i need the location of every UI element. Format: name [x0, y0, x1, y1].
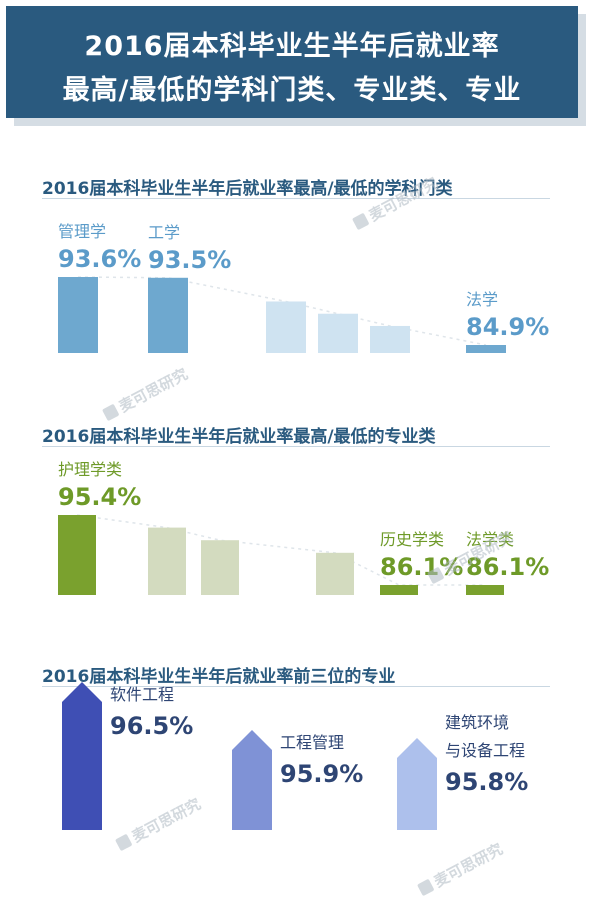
bar [370, 325, 410, 353]
watermark-logo-icon [416, 878, 435, 897]
bar [58, 515, 96, 595]
chart-3-title: 2016届本科毕业生半年后就业率前三位的专业 [42, 667, 396, 687]
category-label: 护理学类 [58, 460, 122, 479]
category-label: 法学类 [466, 530, 514, 549]
chart-2-title: 2016届本科毕业生半年后就业率最高/最低的专业类 [42, 427, 436, 447]
bar [318, 313, 358, 353]
category-label: 法学 [466, 290, 498, 309]
value-label: 84.9% [466, 313, 549, 341]
category-label: 与设备工程 [445, 741, 525, 760]
watermark-logo-icon [101, 403, 120, 422]
bar [148, 277, 188, 353]
arrow-bar [397, 738, 437, 830]
bar [148, 527, 186, 595]
value-label: 95.9% [280, 760, 363, 788]
value-label: 95.4% [58, 483, 141, 511]
value-label: 86.1% [380, 553, 463, 581]
trend-line [76, 514, 485, 586]
page-title-line-1: 2016届本科毕业生半年后就业率 [84, 31, 500, 62]
value-label: 95.8% [445, 768, 528, 796]
category-label: 工程管理 [280, 733, 344, 752]
value-label: 93.6% [58, 245, 141, 273]
value-label: 96.5% [110, 712, 193, 740]
arrow-bar [232, 730, 272, 830]
category-label: 历史学类 [380, 530, 444, 549]
chart-3-rule [42, 686, 550, 687]
bar [380, 585, 418, 595]
value-label: 86.1% [466, 553, 549, 581]
bar [316, 552, 354, 595]
arrow-bar [62, 682, 102, 830]
category-label: 工学 [148, 223, 180, 242]
chart-1-rule [42, 198, 550, 199]
category-label: 建筑环境 [445, 713, 509, 732]
value-label: 93.5% [148, 246, 231, 274]
chart-2-rule [42, 446, 550, 447]
chart-1-title: 2016届本科毕业生半年后就业率最高/最低的学科门类 [42, 179, 453, 199]
category-label: 软件工程 [110, 685, 174, 704]
page-title-line-2: 最高/最低的学科门类、专业类、专业 [62, 75, 522, 106]
title-banner: 2016届本科毕业生半年后就业率 最高/最低的学科门类、专业类、专业 [6, 6, 578, 118]
category-label: 管理学 [58, 222, 106, 241]
bar [466, 585, 504, 595]
watermark: 麦可思研究 [100, 363, 191, 425]
bar [201, 540, 239, 595]
chart-1-discipline-categories: 管理学 93.6% 工学 93.5% 法学 84.9% [58, 222, 549, 353]
bar [466, 345, 506, 353]
bar [266, 301, 306, 353]
bar [58, 277, 98, 353]
